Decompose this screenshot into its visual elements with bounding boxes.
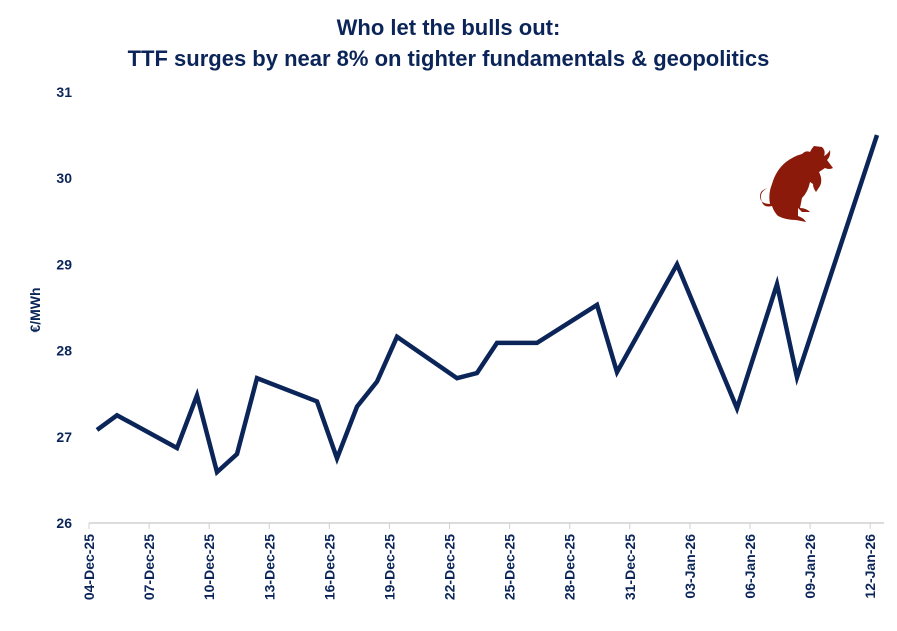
chart-title-line-2: TTF surges by near 8% on tighter fundame… bbox=[127, 46, 770, 71]
x-tick-label: 04-Dec-25 bbox=[81, 534, 97, 600]
x-tick-label: 12-Jan-26 bbox=[862, 534, 878, 599]
x-tick-label: 16-Dec-25 bbox=[321, 534, 337, 600]
y-tick-label: 26 bbox=[56, 515, 72, 531]
bull-icon bbox=[760, 146, 833, 222]
x-tick-label: 31-Dec-25 bbox=[622, 534, 638, 600]
y-tick-label: 29 bbox=[56, 256, 72, 272]
x-tick-label: 07-Dec-25 bbox=[141, 534, 157, 600]
y-tick-label: 30 bbox=[56, 170, 72, 186]
y-tick-label: 31 bbox=[56, 84, 72, 100]
series-line bbox=[95, 134, 880, 477]
y-tick-label: 27 bbox=[56, 429, 72, 445]
x-tick-label: 22-Dec-25 bbox=[442, 534, 458, 600]
y-tick-label: 28 bbox=[56, 343, 72, 359]
x-tick-label: 10-Dec-25 bbox=[201, 534, 217, 600]
chart-title-line-1: Who let the bulls out: bbox=[336, 15, 561, 40]
x-tick-label: 25-Dec-25 bbox=[502, 534, 518, 600]
x-tick-label: 03-Jan-26 bbox=[682, 534, 698, 599]
x-tick-label: 19-Dec-25 bbox=[381, 534, 397, 600]
x-tick-label: 28-Dec-25 bbox=[562, 534, 578, 600]
x-tick-label: 09-Jan-26 bbox=[802, 534, 818, 599]
y-axis-label: €/MWh bbox=[27, 287, 43, 332]
chart-title: Who let the bulls out: TTF surges by nea… bbox=[0, 12, 897, 74]
x-tick-label: 13-Dec-25 bbox=[261, 534, 277, 600]
x-tick-label: 06-Jan-26 bbox=[742, 534, 758, 599]
